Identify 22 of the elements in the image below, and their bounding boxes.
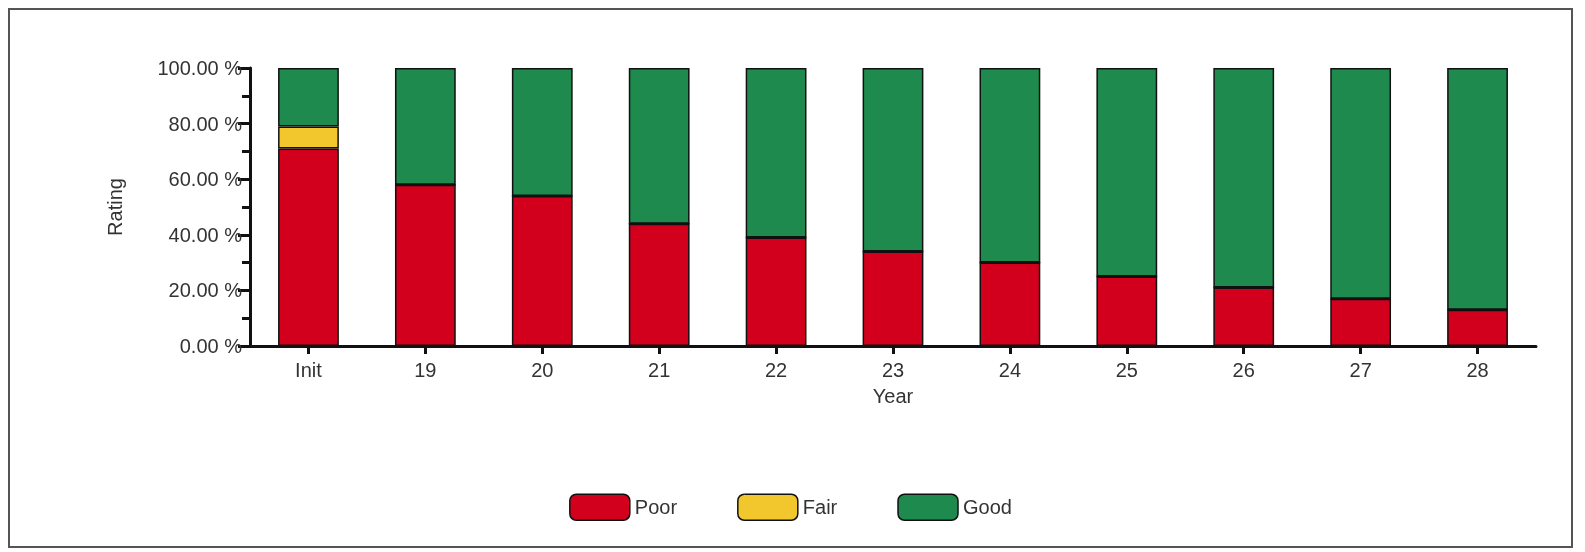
x-tick-label: Init	[295, 359, 323, 381]
legend-label: Poor	[634, 496, 678, 519]
legend-label: Fair	[802, 496, 838, 519]
y-tick-label: 20.00 %	[168, 279, 243, 302]
y-tick-label: 60.00 %	[168, 168, 243, 191]
x-tick-label: 20	[531, 359, 554, 381]
x-tick-label: 23	[881, 359, 905, 381]
x-tick-label: 27	[1349, 359, 1372, 381]
x-tick-label: 28	[1466, 359, 1489, 381]
y-tick-label: 40.00 %	[168, 223, 243, 246]
legend-label: Good	[963, 496, 1012, 519]
x-tick-label: 26	[1232, 359, 1255, 381]
x-tick-label: 21	[648, 359, 671, 381]
y-axis-title: Rating	[104, 178, 126, 236]
x-tick-label: 22	[764, 359, 788, 381]
x-tick-label: 24	[998, 359, 1022, 381]
x-tick-label: 25	[1115, 359, 1138, 381]
x-tick-label: 19	[414, 359, 437, 381]
y-tick-label: 0.00 %	[179, 335, 243, 357]
x-axis-title: Year	[872, 385, 914, 407]
y-tick-label: 80.00 %	[168, 112, 243, 135]
y-tick-label: 100.00 %	[157, 57, 243, 79]
